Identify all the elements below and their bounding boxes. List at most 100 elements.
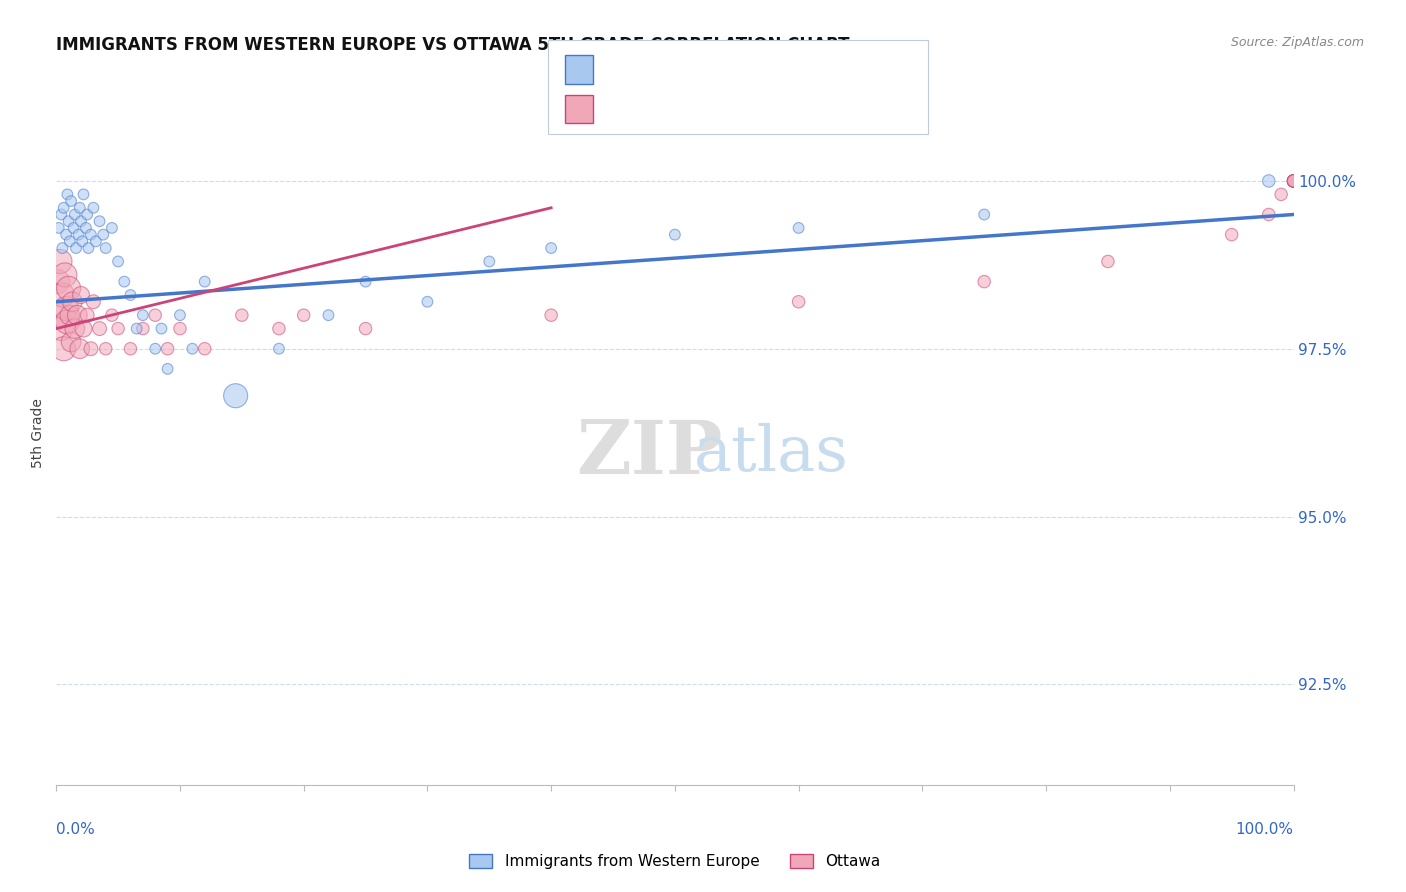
Point xyxy=(1270,187,1292,202)
Point xyxy=(1282,174,1305,188)
Point xyxy=(101,221,124,235)
Point xyxy=(664,227,686,242)
Point xyxy=(194,275,217,289)
Point xyxy=(60,294,83,309)
Point xyxy=(72,187,94,202)
Point xyxy=(267,321,290,335)
Point xyxy=(60,334,83,349)
Point xyxy=(59,235,82,249)
Point xyxy=(416,294,439,309)
Point xyxy=(1097,254,1119,268)
Point xyxy=(132,308,155,322)
Point xyxy=(82,294,104,309)
Point xyxy=(62,221,84,235)
Point xyxy=(973,207,995,221)
Text: atlas: atlas xyxy=(693,423,848,484)
Point xyxy=(48,308,70,322)
Point xyxy=(89,321,111,335)
Point xyxy=(354,275,377,289)
Text: R =  0.581   N = 48: R = 0.581 N = 48 xyxy=(600,100,749,115)
Text: ZIP: ZIP xyxy=(576,417,723,491)
Point xyxy=(63,321,86,335)
Point xyxy=(55,227,77,242)
Point xyxy=(125,321,148,335)
Legend: Immigrants from Western Europe, Ottawa: Immigrants from Western Europe, Ottawa xyxy=(464,848,886,875)
Point xyxy=(70,235,93,249)
Point xyxy=(70,288,93,302)
Text: IMMIGRANTS FROM WESTERN EUROPE VS OTTAWA 5TH GRADE CORRELATION CHART: IMMIGRANTS FROM WESTERN EUROPE VS OTTAWA… xyxy=(56,36,849,54)
Point xyxy=(82,201,104,215)
Point xyxy=(354,321,377,335)
Text: 100.0%: 100.0% xyxy=(1236,822,1294,837)
Point xyxy=(1282,174,1305,188)
Point xyxy=(169,308,191,322)
Point xyxy=(84,235,107,249)
Point xyxy=(46,275,69,289)
Point xyxy=(65,241,87,255)
Point xyxy=(107,254,129,268)
Point xyxy=(70,214,93,228)
Point xyxy=(60,194,83,208)
Point xyxy=(89,214,111,228)
Point xyxy=(143,342,166,356)
Point xyxy=(169,321,191,335)
Point xyxy=(67,227,90,242)
Y-axis label: 5th Grade: 5th Grade xyxy=(31,398,45,467)
Point xyxy=(69,201,91,215)
Point xyxy=(49,254,72,268)
Point xyxy=(58,281,80,295)
Point xyxy=(540,241,562,255)
Point xyxy=(1220,227,1243,242)
Point xyxy=(1257,207,1279,221)
Point xyxy=(76,308,98,322)
Point xyxy=(51,241,73,255)
Point xyxy=(267,342,290,356)
Point xyxy=(63,207,86,221)
Point xyxy=(80,342,103,356)
Point xyxy=(1282,174,1305,188)
Point xyxy=(51,288,73,302)
Point xyxy=(80,227,103,242)
Point xyxy=(156,342,179,356)
Point xyxy=(292,308,315,322)
Point xyxy=(540,308,562,322)
Point xyxy=(56,187,79,202)
Point xyxy=(58,214,80,228)
Point xyxy=(1282,174,1305,188)
Text: R = 0.460   N = 49: R = 0.460 N = 49 xyxy=(600,61,745,76)
Point xyxy=(51,207,73,221)
Point xyxy=(194,342,217,356)
Point xyxy=(101,308,124,322)
Point xyxy=(77,241,100,255)
Point xyxy=(48,221,70,235)
Point xyxy=(143,308,166,322)
Point xyxy=(53,268,76,282)
Point xyxy=(52,342,75,356)
Point xyxy=(478,254,501,268)
Point xyxy=(1257,174,1279,188)
Point xyxy=(94,342,117,356)
Point xyxy=(51,321,73,335)
Point xyxy=(181,342,204,356)
Point xyxy=(55,301,77,316)
Text: 0.0%: 0.0% xyxy=(56,822,96,837)
Point xyxy=(52,201,75,215)
Point xyxy=(787,294,810,309)
Point xyxy=(76,207,98,221)
Point xyxy=(120,288,142,302)
Point xyxy=(91,227,114,242)
Point xyxy=(69,342,91,356)
Point xyxy=(66,308,89,322)
Point xyxy=(56,315,79,329)
Point xyxy=(72,321,94,335)
Point xyxy=(120,342,142,356)
Point xyxy=(75,221,97,235)
Point xyxy=(973,275,995,289)
Point xyxy=(1282,174,1305,188)
Text: Source: ZipAtlas.com: Source: ZipAtlas.com xyxy=(1230,36,1364,49)
Point xyxy=(150,321,173,335)
Point xyxy=(156,362,179,376)
Point xyxy=(94,241,117,255)
Point xyxy=(107,321,129,335)
Point xyxy=(59,308,82,322)
